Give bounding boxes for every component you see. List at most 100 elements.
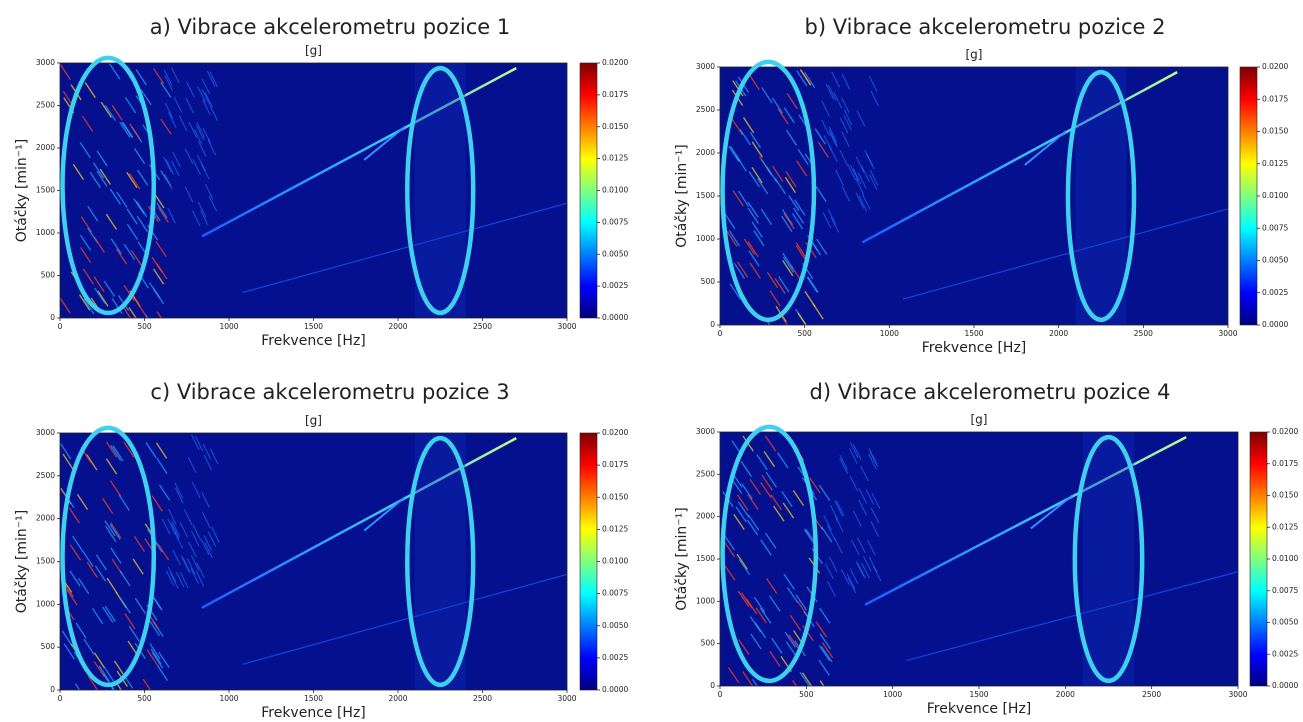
streak bbox=[824, 563, 834, 580]
streak bbox=[168, 509, 177, 525]
streak bbox=[184, 186, 194, 203]
y-tick-label: 1500 bbox=[36, 557, 55, 566]
streak bbox=[749, 478, 762, 495]
streak bbox=[723, 534, 735, 551]
streak bbox=[203, 454, 213, 471]
x-axis-label: Frekvence [Hz] bbox=[261, 705, 366, 721]
y-tick-label: 1500 bbox=[696, 554, 715, 563]
streak bbox=[152, 268, 165, 285]
streak bbox=[803, 529, 816, 546]
streak bbox=[111, 298, 123, 315]
streak bbox=[171, 160, 180, 177]
streak bbox=[117, 684, 123, 690]
streak bbox=[739, 129, 751, 146]
streak bbox=[174, 532, 184, 549]
streak bbox=[809, 477, 821, 494]
streak bbox=[823, 514, 833, 531]
colorbar-tick-label: 0.0000 bbox=[1262, 320, 1288, 329]
streak bbox=[782, 502, 795, 519]
streak bbox=[740, 460, 753, 477]
streak bbox=[129, 123, 141, 140]
streak bbox=[156, 263, 168, 280]
colorbar-tick-label: 0.0000 bbox=[602, 313, 628, 322]
streak bbox=[105, 213, 118, 230]
streak bbox=[175, 571, 185, 588]
streak bbox=[866, 539, 876, 556]
streak bbox=[209, 448, 219, 465]
streak bbox=[119, 570, 131, 587]
streak bbox=[815, 185, 827, 203]
streak bbox=[749, 262, 761, 279]
streak bbox=[110, 444, 122, 462]
streak bbox=[849, 442, 859, 458]
streak bbox=[812, 303, 824, 320]
x-tick-label: 0 bbox=[718, 690, 723, 699]
x-tick-label: 1000 bbox=[883, 690, 902, 699]
colorbar-tick-label: 0.0100 bbox=[602, 186, 628, 195]
streak bbox=[753, 596, 766, 613]
streak bbox=[170, 572, 179, 589]
streak bbox=[742, 671, 754, 686]
x-tick-label: 1000 bbox=[880, 329, 899, 338]
streak bbox=[783, 213, 795, 230]
x-tick-label: 1500 bbox=[304, 322, 323, 331]
streak bbox=[737, 190, 750, 207]
streak bbox=[835, 169, 844, 186]
y-tick-label: 0 bbox=[710, 320, 715, 329]
streak bbox=[62, 453, 74, 470]
y-tick-label: 0 bbox=[710, 681, 715, 690]
streak bbox=[868, 75, 878, 92]
streak bbox=[66, 589, 78, 606]
streak bbox=[724, 213, 736, 230]
streak bbox=[819, 633, 832, 650]
streak bbox=[192, 159, 201, 175]
streak bbox=[728, 230, 741, 247]
streak bbox=[184, 148, 194, 165]
streak bbox=[748, 250, 760, 267]
streak bbox=[839, 454, 849, 471]
streak bbox=[130, 249, 142, 266]
streak bbox=[819, 607, 831, 624]
x-tick-label: 2500 bbox=[473, 322, 492, 331]
streak bbox=[763, 451, 776, 468]
streak bbox=[164, 173, 173, 190]
streak bbox=[80, 216, 93, 233]
streak bbox=[796, 70, 808, 87]
streak bbox=[115, 248, 128, 265]
streak bbox=[784, 176, 797, 194]
streak bbox=[733, 514, 745, 531]
streak bbox=[203, 535, 213, 552]
streak bbox=[97, 290, 109, 307]
panel-title: d) Vibrace akcelerometru pozice 4 bbox=[810, 380, 1171, 404]
plot-area bbox=[60, 433, 567, 690]
colorbar-tick-label: 0.0150 bbox=[602, 122, 628, 131]
panel-title: a) Vibrace akcelerometru pozice 1 bbox=[150, 15, 511, 39]
streak bbox=[145, 314, 149, 318]
streak bbox=[825, 83, 835, 100]
streak bbox=[161, 518, 171, 535]
streak bbox=[207, 139, 217, 156]
streak bbox=[109, 63, 121, 80]
streak bbox=[799, 671, 811, 686]
streak bbox=[749, 131, 762, 149]
streak bbox=[766, 271, 779, 289]
colorbar-label: [g] bbox=[305, 44, 322, 58]
streak bbox=[868, 448, 878, 465]
streak bbox=[850, 164, 859, 181]
x-tick-label: 500 bbox=[798, 329, 813, 338]
streak bbox=[160, 81, 172, 98]
streak bbox=[782, 256, 795, 273]
streak bbox=[196, 562, 205, 579]
colorbar-tick-label: 0.0175 bbox=[602, 460, 628, 469]
highlight-ellipse bbox=[1065, 69, 1137, 323]
streak bbox=[167, 518, 177, 535]
streak bbox=[786, 92, 798, 110]
plot-area bbox=[720, 67, 1228, 325]
colorbar-tick-label: 0.0050 bbox=[602, 249, 628, 258]
streak bbox=[848, 448, 858, 464]
streak bbox=[86, 454, 98, 471]
streak bbox=[847, 577, 857, 594]
streak bbox=[164, 74, 173, 91]
streak bbox=[109, 188, 122, 205]
streak bbox=[121, 121, 134, 138]
